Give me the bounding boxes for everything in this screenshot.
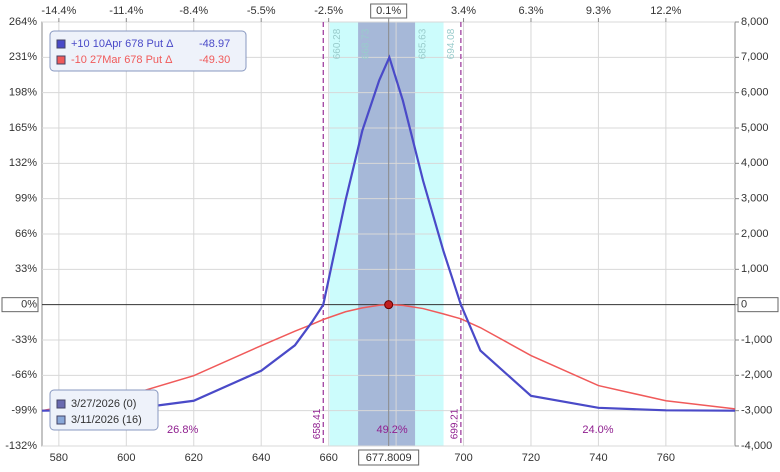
y-tick-label: 264%: [9, 16, 37, 28]
y2-tick-label: 8,000: [741, 16, 769, 28]
y2-tick-label: -4,000: [741, 440, 772, 452]
position-label: +10 10Apr 678 Put Δ: [71, 38, 174, 50]
y-tick-label: 231%: [9, 51, 37, 63]
band-label: 685.63: [418, 28, 429, 59]
legend-swatch: [56, 415, 66, 425]
x-tick-label: 660: [319, 452, 337, 464]
x-tick-label: 600: [117, 452, 135, 464]
current-price-label: 677.8009: [366, 452, 412, 464]
x2-tick-label: 3.4%: [451, 5, 476, 17]
y-tick-label: 99%: [15, 193, 37, 205]
x-tick-label: 760: [657, 452, 675, 464]
y-tick-label: -33%: [11, 334, 37, 346]
x2-tick-label: -5.5%: [247, 5, 276, 17]
y2-tick-label: 7,000: [741, 51, 769, 63]
y-tick-label: 0%: [21, 299, 37, 311]
x2-tick-label: 12.2%: [650, 5, 681, 17]
x2-tick-label: -2.5%: [314, 5, 343, 17]
x2-tick-label: -8.4%: [179, 5, 208, 17]
x-tick-label: 620: [185, 452, 203, 464]
y2-tick-label: -2,000: [741, 369, 772, 381]
y2-tick-label: 0: [741, 299, 747, 311]
y2-tick-label: 1,000: [741, 263, 769, 275]
legend-swatch: [56, 39, 66, 49]
x-tick-label: 580: [50, 452, 68, 464]
legend-label: 3/11/2026 (16): [71, 414, 142, 426]
price-marker: [384, 300, 394, 310]
position-delta: -48.97: [199, 38, 230, 50]
x-tick-label: 640: [252, 452, 270, 464]
position-delta: -49.30: [199, 54, 230, 66]
zero-box: [737, 297, 779, 313]
band-label: 660.28: [332, 28, 343, 59]
x2-tick-label: -14.4%: [41, 5, 76, 17]
y2-tick-label: -3,000: [741, 405, 772, 417]
y-tick-label: -99%: [11, 405, 37, 417]
probability-label: 49.2%: [376, 424, 407, 436]
probability-label: 26.8%: [167, 424, 198, 436]
y2-tick-label: -1,000: [741, 334, 772, 346]
y-tick-label: 33%: [15, 263, 37, 275]
x2-tick-label: 0.1%: [376, 5, 401, 17]
breakeven-label: 699.21: [450, 408, 461, 439]
x-tick-label: 740: [589, 452, 607, 464]
y-tick-label: 198%: [9, 87, 37, 99]
series-legend: 3/27/2026 (0) 3/11/2026 (16): [49, 389, 159, 431]
y-tick-label: 165%: [9, 122, 37, 134]
legend-swatch: [56, 55, 66, 65]
y-tick-label: 132%: [9, 157, 37, 169]
y2-tick-label: 4,000: [741, 157, 769, 169]
y-tick-label: -66%: [11, 369, 37, 381]
band-label: 668.73: [361, 28, 372, 59]
position-label: -10 27Mar 678 Put Δ: [71, 54, 173, 66]
series-line: [41, 54, 736, 412]
band-label: 694.08: [446, 28, 457, 59]
y-tick-label: 66%: [15, 228, 37, 240]
x-tick-label: 720: [522, 452, 540, 464]
y2-tick-label: 6,000: [741, 87, 769, 99]
x2-tick-label: 6.3%: [518, 5, 543, 17]
probability-label: 24.0%: [582, 424, 613, 436]
breakeven-label: 658.41: [312, 408, 323, 439]
legend-box: [49, 389, 159, 431]
zero-box: [1, 297, 39, 313]
legend-label: 3/27/2026 (0): [71, 398, 136, 410]
current-price-box: [358, 449, 420, 466]
legend-swatch: [56, 399, 66, 409]
x2-tick-label: 9.3%: [586, 5, 611, 17]
position-legend: +10 10Apr 678 Put Δ -48.97 -10 27Mar 678 P…: [49, 30, 247, 72]
y-tick-label: -132%: [5, 440, 37, 452]
x2-tick-label: -11.4%: [109, 5, 143, 17]
legend-box: [49, 30, 247, 72]
x-tick-label: 700: [454, 452, 472, 464]
y2-tick-label: 2,000: [741, 228, 769, 240]
y2-tick-label: 5,000: [741, 122, 769, 134]
y2-tick-label: 3,000: [741, 193, 769, 205]
